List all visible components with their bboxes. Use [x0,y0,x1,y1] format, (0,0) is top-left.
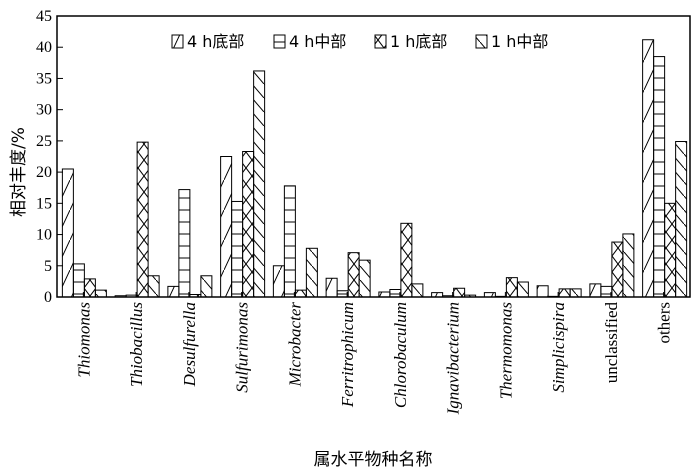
bar [505,277,518,298]
bar [83,278,96,298]
bar [464,294,477,298]
y-tick-label: 20 [36,164,52,181]
bar [547,295,560,298]
legend-label: 1 h中部 [491,32,548,51]
legend-label: 1 h底部 [390,32,447,51]
bar [589,283,602,298]
bar [400,222,413,298]
bar [675,141,688,298]
x-tick-label: Thiobacillus [127,302,146,387]
bar [94,289,107,298]
legend-label: 4 h底部 [187,32,244,51]
x-tick-label: Thiomonas [74,302,93,378]
x-tick-label: Thermomonas [496,302,515,400]
legend-swatch [171,34,184,49]
bar [536,285,549,298]
legend: 4 h底部 4 h中部 1 h底部 1 h中部 [171,32,548,51]
bar [325,277,338,298]
bar [167,285,180,298]
y-tick-label: 45 [36,8,52,25]
y-tick-label: 30 [36,102,52,119]
bar [558,288,571,298]
bar [294,289,307,298]
x-tick-label: Ignavibacterium [444,302,463,415]
bar [600,285,613,298]
bar [136,141,149,298]
x-tick-label: others [655,302,674,344]
bar [483,292,496,298]
y-tick-label: 15 [36,195,52,212]
bar [516,281,529,298]
plot-area: 0 5 10 15 20 25 30 35 40 45 Thiomonas Thiobacillus D… [36,8,691,415]
bar [431,292,444,298]
bar [72,263,85,298]
bar [231,200,244,298]
bar [178,189,191,298]
x-tick-label: Sulfurimonas [233,302,252,393]
bar [242,151,255,298]
bar [305,247,318,298]
x-tick-label: Microbacter [285,302,304,388]
bar [200,275,213,298]
bar [358,259,371,298]
bar [283,185,296,298]
bar [494,295,507,298]
x-tick-label: Simplicispira [549,302,568,393]
bar [569,288,582,298]
x-tick-label: Chlorobaculum [391,302,410,408]
y-tick-label: 10 [36,227,52,244]
bar [622,233,635,298]
bar [442,295,455,298]
bar [147,275,160,298]
y-tick-label: 25 [36,133,52,150]
bar [378,291,391,298]
plot-frame [56,15,691,298]
bar [125,294,138,298]
x-tick-label: Ferritrophicum [338,302,357,408]
y-tick-label: 35 [36,70,52,87]
bar [114,295,127,298]
bar [453,287,466,298]
bar [61,168,74,298]
legend-label: 4 h中部 [289,32,346,51]
bar [220,156,233,298]
bar [253,70,266,298]
y-tick-label: 5 [44,258,52,275]
legend-swatch [374,34,387,49]
bar [653,56,666,298]
y-axis-title: 相对丰度/% [9,127,29,217]
bar [189,294,202,298]
bar [336,290,349,298]
legend-swatch [475,34,488,49]
legend-swatch [273,34,286,49]
bar [664,202,677,298]
bar [642,39,655,298]
x-axis-title: 属水平物种名称 [314,450,433,470]
x-tick-label: unclassified [602,302,621,384]
bar [347,252,360,298]
y-tick-label: 40 [36,39,52,56]
bar [411,283,424,298]
bar [272,265,285,298]
y-tick-label: 0 [44,289,52,306]
x-tick-label: Desulfurella [180,302,199,387]
bar [611,241,624,298]
bar [389,289,402,298]
